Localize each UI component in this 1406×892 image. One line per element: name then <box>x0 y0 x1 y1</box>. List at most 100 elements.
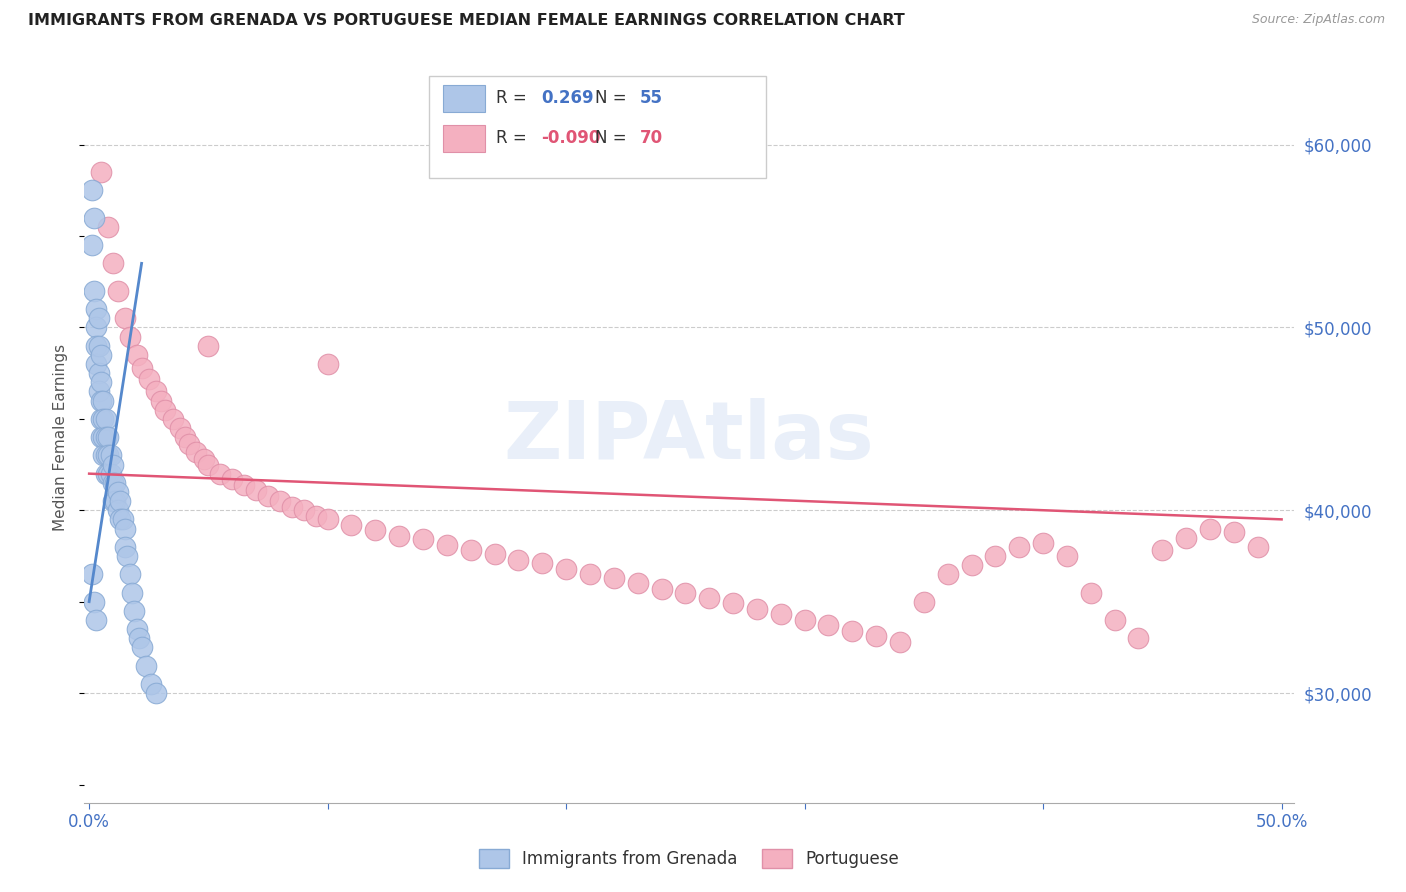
Point <box>94 411 117 425</box>
Point <box>460 543 482 558</box>
Point <box>101 256 124 270</box>
Point <box>145 686 167 700</box>
Point <box>101 475 124 490</box>
Point <box>340 517 363 532</box>
Point <box>221 472 243 486</box>
Point <box>125 622 148 636</box>
Text: 0.269: 0.269 <box>541 89 593 107</box>
Point <box>316 357 339 371</box>
Point <box>101 494 124 508</box>
Point <box>936 567 959 582</box>
Point <box>90 411 112 425</box>
Point <box>1247 540 1270 554</box>
Point <box>87 384 110 399</box>
Text: N =: N = <box>595 89 631 107</box>
Point <box>117 549 139 563</box>
Point <box>197 458 219 472</box>
Point <box>84 613 107 627</box>
Text: R =: R = <box>496 129 533 147</box>
Point <box>90 375 112 389</box>
Point <box>84 338 107 352</box>
Point <box>436 538 458 552</box>
Point <box>305 508 328 523</box>
Point <box>209 467 232 481</box>
Point <box>90 393 112 408</box>
Point <box>721 597 744 611</box>
Point <box>233 477 256 491</box>
Point <box>257 489 280 503</box>
Point <box>889 635 911 649</box>
Point <box>186 444 208 458</box>
Point <box>508 552 530 566</box>
Point <box>94 430 117 444</box>
Point <box>87 366 110 380</box>
Point <box>1056 549 1078 563</box>
Text: R =: R = <box>496 89 533 107</box>
Point <box>124 604 146 618</box>
Point <box>93 430 115 444</box>
Point <box>745 602 768 616</box>
Point <box>841 624 863 638</box>
Point <box>412 533 434 547</box>
Point <box>388 529 411 543</box>
Point <box>90 165 112 179</box>
Point <box>650 582 672 596</box>
Point <box>100 467 122 481</box>
Point <box>1175 531 1198 545</box>
Legend: Immigrants from Grenada, Portuguese: Immigrants from Grenada, Portuguese <box>472 842 905 875</box>
Point <box>111 512 134 526</box>
Text: ZIPAtlas: ZIPAtlas <box>503 398 875 476</box>
Point <box>145 384 167 399</box>
Point <box>1223 525 1246 540</box>
Point <box>108 512 131 526</box>
Text: Source: ZipAtlas.com: Source: ZipAtlas.com <box>1251 13 1385 27</box>
Point <box>960 558 983 573</box>
Y-axis label: Median Female Earnings: Median Female Earnings <box>53 343 69 531</box>
Point <box>97 430 120 444</box>
Point <box>155 402 177 417</box>
Point <box>118 567 141 582</box>
Point <box>292 503 315 517</box>
Point <box>83 211 105 225</box>
Point <box>118 329 141 343</box>
Point <box>100 448 122 462</box>
Point <box>80 567 103 582</box>
Point <box>83 284 105 298</box>
Point <box>97 448 120 462</box>
Point <box>97 219 120 234</box>
Point <box>138 371 160 385</box>
Point <box>108 494 131 508</box>
Text: 70: 70 <box>640 129 662 147</box>
Point <box>104 475 127 490</box>
Point <box>114 540 136 554</box>
Point <box>1128 631 1150 645</box>
Point <box>139 677 162 691</box>
Point <box>1032 536 1054 550</box>
Point <box>84 320 107 334</box>
Point <box>179 437 201 451</box>
Point <box>101 458 124 472</box>
Point <box>83 594 105 608</box>
Point <box>80 183 103 197</box>
Point <box>114 311 136 326</box>
Point <box>603 571 626 585</box>
Point <box>817 618 839 632</box>
Point <box>107 284 129 298</box>
Point <box>245 483 267 497</box>
Point <box>93 393 115 408</box>
Point <box>87 338 110 352</box>
Point <box>697 591 720 605</box>
Point <box>555 562 578 576</box>
Text: -0.090: -0.090 <box>541 129 600 147</box>
Point <box>93 448 115 462</box>
Point <box>169 421 191 435</box>
Point <box>484 547 506 561</box>
Point <box>94 467 117 481</box>
Point <box>1199 521 1222 535</box>
Point <box>865 629 887 643</box>
Text: IMMIGRANTS FROM GRENADA VS PORTUGUESE MEDIAN FEMALE EARNINGS CORRELATION CHART: IMMIGRANTS FROM GRENADA VS PORTUGUESE ME… <box>28 13 905 29</box>
Point <box>107 484 129 499</box>
Point <box>1152 543 1174 558</box>
Point <box>984 549 1007 563</box>
Point <box>121 585 143 599</box>
